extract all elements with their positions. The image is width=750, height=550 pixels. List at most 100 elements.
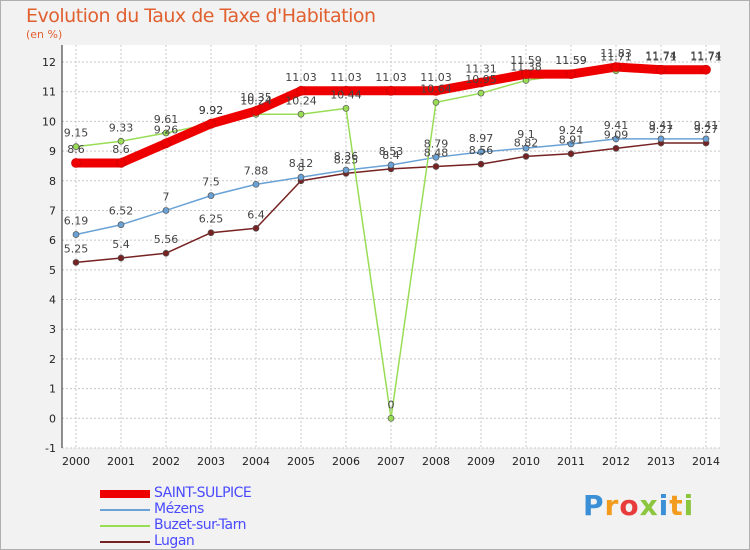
data-label: 11.59 xyxy=(510,54,542,67)
data-label: 9.41 xyxy=(649,119,674,132)
data-point xyxy=(476,77,486,88)
data-point xyxy=(161,138,171,149)
data-label: 10.44 xyxy=(330,88,362,101)
y-tick-label: 0 xyxy=(49,412,56,425)
data-point xyxy=(341,85,351,96)
data-label: 11.31 xyxy=(465,62,497,75)
data-label: 9.33 xyxy=(109,121,134,134)
x-tick-label: 2008 xyxy=(422,455,450,468)
data-label: 8.56 xyxy=(469,144,494,157)
data-point xyxy=(342,166,350,174)
data-label: 11.83 xyxy=(600,47,632,60)
data-label: 10.24 xyxy=(285,94,317,107)
y-tick-label: 8 xyxy=(49,175,56,188)
data-point xyxy=(386,85,396,96)
data-point xyxy=(252,180,260,188)
data-label: 8.36 xyxy=(334,150,359,163)
data-label: 5.25 xyxy=(64,242,89,255)
legend-swatch-saint-sulpice xyxy=(100,490,150,498)
y-tick-label: 9 xyxy=(49,145,56,158)
logo-letter: i xyxy=(683,489,695,522)
data-point xyxy=(521,69,531,80)
data-point xyxy=(71,158,81,168)
data-point xyxy=(432,163,440,170)
data-label: 11.03 xyxy=(285,71,317,84)
data-label: 8.4 xyxy=(382,149,400,162)
data-label: 9.26 xyxy=(154,123,179,136)
x-tick-label: 2005 xyxy=(287,455,315,468)
data-point xyxy=(387,161,395,169)
proxiti-logo: Proxiti xyxy=(583,489,694,522)
legend-label-buzet-sur-tarn: Buzet-sur-Tarn xyxy=(154,517,246,533)
data-label: 11.71 xyxy=(645,51,677,64)
chart-title: Evolution du Taux de Taxe d'Habitation xyxy=(26,5,376,27)
data-label: 11.03 xyxy=(375,71,407,84)
data-label: 6.19 xyxy=(64,215,89,228)
legend-swatch-buzet-sur-tarn xyxy=(100,525,150,527)
data-point xyxy=(116,158,126,168)
legend-label-lugan: Lugan xyxy=(154,533,195,549)
chart-subtitle: (en %) xyxy=(26,28,63,41)
data-label: 8.6 xyxy=(112,143,130,156)
data-point xyxy=(566,69,576,80)
y-tick-label: 1 xyxy=(49,383,56,396)
data-label: 8.25 xyxy=(334,153,359,166)
x-tick-label: 2011 xyxy=(557,455,585,468)
data-label: 9.15 xyxy=(64,127,89,140)
data-label: 8.53 xyxy=(379,145,404,158)
data-point xyxy=(701,64,711,75)
data-label: 10.95 xyxy=(465,73,497,86)
data-label: 9.24 xyxy=(559,124,584,137)
data-point xyxy=(657,135,665,143)
data-label: 8 xyxy=(298,161,305,174)
data-point xyxy=(117,254,125,262)
legend-swatch-mezens xyxy=(100,509,150,511)
data-label: 11.03 xyxy=(330,71,362,84)
legend-label-saint-sulpice: SAINT-SULPICE xyxy=(154,485,252,501)
data-label: 9.41 xyxy=(694,119,719,132)
x-tick-label: 2006 xyxy=(332,455,360,468)
data-label: 8.6 xyxy=(67,143,85,156)
x-tick-label: 2010 xyxy=(512,455,540,468)
data-point xyxy=(432,153,440,161)
logo-letter: t xyxy=(669,489,684,522)
data-point xyxy=(162,129,170,137)
x-tick-label: 2009 xyxy=(467,455,495,468)
data-label: 5.56 xyxy=(154,233,179,246)
data-label: 9.27 xyxy=(694,123,719,136)
data-point xyxy=(72,259,80,266)
y-tick-label: 7 xyxy=(49,204,56,217)
data-label: 6.25 xyxy=(199,213,224,226)
data-label: 9.1 xyxy=(517,128,535,141)
data-point xyxy=(251,106,261,116)
x-tick-label: 2004 xyxy=(242,455,270,468)
y-tick-label: 4 xyxy=(49,294,56,307)
x-tick-label: 2007 xyxy=(377,455,405,468)
y-tick-label: 6 xyxy=(49,234,56,247)
data-point xyxy=(567,140,575,148)
data-label: 7.88 xyxy=(244,164,269,177)
data-label: 10.24 xyxy=(240,94,272,107)
data-label: 9.61 xyxy=(154,113,179,126)
data-label: 0 xyxy=(388,398,395,411)
data-label: 9.09 xyxy=(604,128,629,141)
logo-letter: o xyxy=(619,489,640,522)
data-point xyxy=(296,85,306,96)
data-point xyxy=(477,89,485,97)
x-tick-label: 2012 xyxy=(602,455,630,468)
data-label: 11.71 xyxy=(690,51,722,64)
data-label: 8.12 xyxy=(289,157,314,170)
data-point xyxy=(72,231,80,238)
data-point xyxy=(206,118,216,129)
data-point xyxy=(522,153,530,160)
y-tick-label: 2 xyxy=(49,353,56,366)
data-label: 9.92 xyxy=(199,104,224,117)
data-point xyxy=(567,150,575,158)
logo-letter: i xyxy=(658,489,670,522)
data-label: 8.48 xyxy=(424,147,449,160)
data-label: 9.41 xyxy=(604,119,629,132)
data-label: 11.71 xyxy=(600,51,632,64)
data-label: 11.38 xyxy=(510,60,542,73)
data-point xyxy=(477,148,485,156)
